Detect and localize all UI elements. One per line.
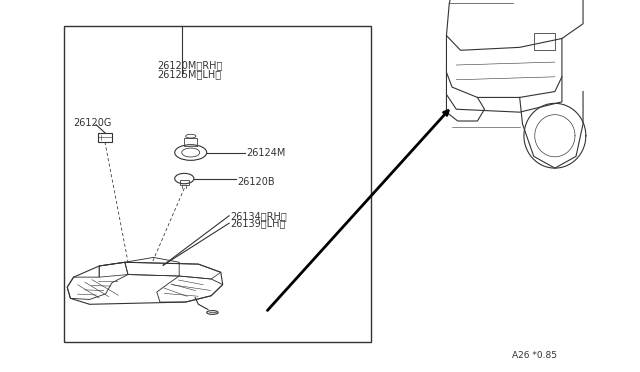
Text: 26139（LH）: 26139（LH） [230, 218, 286, 228]
Bar [64, 26, 371, 342]
Text: 26120G: 26120G [74, 118, 112, 128]
Text: 26134（RH）: 26134（RH） [230, 211, 287, 221]
Bar [180, 180, 189, 185]
Text: 26125M（LH）: 26125M（LH） [157, 70, 221, 79]
Text: 26120M（RH）: 26120M（RH） [157, 60, 222, 70]
Text: A26 *0.85: A26 *0.85 [512, 351, 557, 360]
Bar [534, 33, 555, 50]
Bar [184, 138, 197, 146]
Bar [98, 133, 112, 142]
Text: 26120B: 26120B [237, 177, 275, 187]
Text: 26124M: 26124M [246, 148, 286, 157]
